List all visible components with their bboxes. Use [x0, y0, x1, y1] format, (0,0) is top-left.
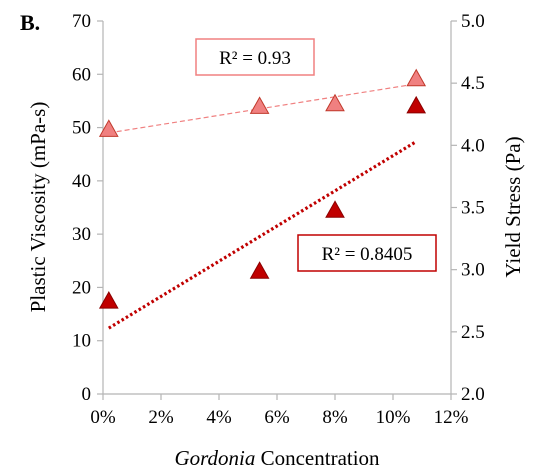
- y-right-tick-label: 2.5: [461, 322, 485, 343]
- x-tick-label: 0%: [90, 407, 116, 428]
- data-point-series-0: [406, 68, 427, 87]
- y-left-tick-label: 30: [72, 224, 91, 245]
- x-tick-label: 10%: [376, 407, 411, 428]
- y-left-tick-label: 10: [72, 331, 91, 352]
- data-point-series-1: [406, 95, 427, 114]
- r2-text-viscosity: R² = 0.93: [219, 48, 291, 69]
- x-tick-label: 4%: [206, 407, 232, 428]
- y-right-tick-label: 5.0: [461, 11, 485, 32]
- data-markers: [98, 68, 427, 309]
- y-right-tick-label: 3.0: [461, 260, 485, 281]
- panel-label: B.: [20, 10, 40, 35]
- data-point-series-0: [249, 96, 270, 114]
- data-point-series-1: [98, 291, 119, 309]
- y-left-tick-label: 70: [72, 11, 91, 32]
- x-ticks: 0% 2% 4% 6% 8% 10% 12%: [90, 394, 469, 428]
- y-right-axis-title: Yield Stress (Pa): [501, 136, 525, 277]
- y-left-tick-label: 40: [72, 171, 91, 192]
- y-left-axis-title: Plastic Viscosity (mPa-s): [26, 102, 50, 313]
- data-point-series-0: [325, 93, 345, 112]
- y-right-tick-label: 2.0: [461, 384, 485, 405]
- x-tick-label: 6%: [264, 407, 290, 428]
- y-left-tick-label: 50: [72, 118, 91, 139]
- data-point-series-1: [325, 200, 345, 218]
- y-right-tick-label: 4.0: [461, 135, 485, 156]
- y-left-tick-label: 60: [72, 64, 91, 85]
- x-axis-title: Gordonia Concentration: [174, 446, 380, 470]
- y-left-ticks: 0 10 20 30 40 50 60 70: [72, 11, 103, 405]
- r2-box-viscosity: R² = 0.93: [195, 38, 315, 76]
- x-tick-label: 8%: [322, 407, 348, 428]
- y-left-tick-label: 0: [82, 384, 92, 405]
- x-axis-title-italic: Gordonia: [174, 446, 255, 470]
- x-tick-label: 2%: [148, 407, 174, 428]
- r2-text-yield: R² = 0.8405: [322, 244, 413, 265]
- r2-box-yield: R² = 0.8405: [297, 234, 437, 272]
- trendlines: [107, 83, 418, 330]
- data-point-series-1: [249, 261, 270, 279]
- y-right-tick-label: 3.5: [461, 198, 485, 219]
- y-left-tick-label: 20: [72, 277, 91, 298]
- y-right-ticks: 2.0 2.5 3.0 3.5 4.0 4.5 5.0: [451, 11, 485, 405]
- x-tick-label: 12%: [434, 407, 469, 428]
- y-right-tick-label: 4.5: [461, 73, 485, 94]
- data-point-series-0: [98, 119, 119, 137]
- x-axis-title-rest: Concentration: [255, 446, 380, 470]
